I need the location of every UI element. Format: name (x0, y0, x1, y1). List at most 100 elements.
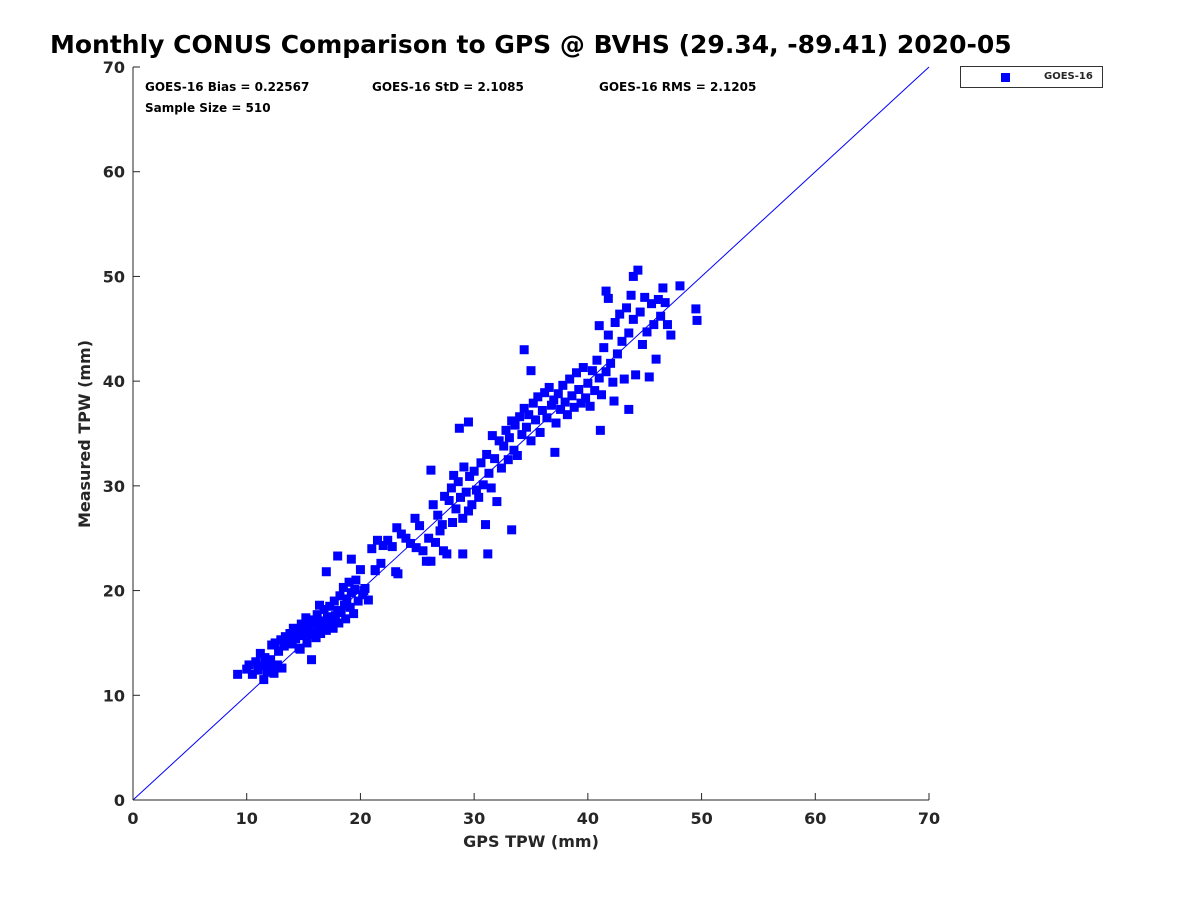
data-point (304, 621, 314, 631)
data-point (608, 377, 618, 387)
legend-marker (1001, 73, 1010, 82)
data-point (288, 623, 298, 633)
data-point (482, 449, 492, 459)
data-point (453, 477, 463, 487)
data-point (461, 487, 471, 497)
data-point (396, 529, 406, 539)
sample-size-annotation: Sample Size = 510 (145, 101, 271, 115)
data-point (378, 541, 388, 551)
chart-title: Monthly CONUS Comparison to GPS @ BVHS (… (50, 30, 1012, 59)
data-point (302, 638, 312, 648)
data-point (628, 314, 638, 324)
data-point (283, 637, 293, 647)
data-point (597, 390, 607, 400)
data-point (401, 533, 411, 543)
data-point (603, 330, 613, 340)
data-point (469, 466, 479, 476)
data-point (285, 629, 295, 639)
data-point (345, 602, 355, 612)
data-point (327, 617, 337, 627)
data-point (444, 496, 454, 506)
data-point (311, 633, 321, 643)
data-point (301, 613, 311, 623)
data-point (660, 298, 670, 308)
data-point (651, 354, 661, 364)
x-tick-label: 30 (463, 809, 485, 828)
data-point (624, 404, 634, 414)
data-point (342, 594, 352, 604)
data-point (455, 492, 465, 502)
data-point (446, 483, 456, 493)
data-point (291, 634, 301, 644)
data-point (321, 625, 331, 635)
data-point (353, 596, 363, 606)
data-point (376, 558, 386, 568)
data-point (410, 513, 420, 523)
data-point (287, 639, 297, 649)
data-point (553, 389, 563, 399)
data-point (392, 523, 402, 533)
y-tick-label: 10 (103, 686, 125, 705)
data-point (321, 567, 331, 577)
data-point (509, 445, 519, 455)
data-point (334, 618, 344, 628)
x-axis-label: GPS TPW (mm) (463, 832, 599, 851)
data-point (644, 372, 654, 382)
data-point (295, 644, 305, 654)
data-point (517, 430, 527, 440)
data-point (415, 521, 425, 531)
data-point (535, 427, 545, 437)
data-point (411, 543, 421, 553)
data-point (428, 500, 438, 510)
data-point (626, 290, 636, 300)
data-point (512, 450, 522, 460)
y-tick-label: 70 (103, 58, 125, 77)
x-tick-label: 60 (804, 809, 826, 828)
data-point (507, 525, 517, 535)
data-point (549, 395, 559, 405)
y-tick-label: 50 (103, 267, 125, 286)
data-point (244, 660, 254, 670)
data-point (391, 567, 401, 577)
data-point (558, 380, 568, 390)
data-point (474, 492, 484, 502)
data-point (587, 366, 597, 376)
data-point (594, 373, 604, 383)
data-point (424, 533, 434, 543)
data-point (551, 418, 561, 428)
data-point (387, 542, 397, 552)
data-point (610, 318, 620, 328)
data-point (658, 283, 668, 293)
data-point (269, 668, 279, 678)
data-point (260, 653, 270, 663)
data-point (433, 510, 443, 520)
data-point (691, 304, 701, 314)
data-point (437, 520, 447, 530)
data-point (504, 433, 514, 443)
data-point (316, 629, 326, 639)
data-point (524, 410, 534, 420)
data-point (640, 292, 650, 302)
data-point (569, 402, 579, 412)
rms-annotation: GOES-16 RMS = 2.1205 (599, 80, 757, 94)
data-point (496, 463, 506, 473)
data-point (438, 546, 448, 556)
x-tick-label: 40 (577, 809, 599, 828)
data-point (383, 535, 393, 545)
legend-label: GOES-16 (1044, 71, 1093, 82)
data-point (233, 669, 243, 679)
data-point (280, 632, 290, 642)
data-point (255, 648, 265, 658)
data-point (562, 410, 572, 420)
data-point (363, 595, 373, 605)
data-point (510, 420, 520, 430)
data-point (576, 398, 586, 408)
data-point (633, 265, 643, 275)
data-point (617, 336, 627, 346)
data-point (503, 455, 513, 465)
data-point (501, 425, 511, 435)
x-tick-label: 0 (127, 809, 138, 828)
data-point (546, 400, 556, 410)
data-point (344, 577, 354, 587)
data-point (594, 321, 604, 331)
